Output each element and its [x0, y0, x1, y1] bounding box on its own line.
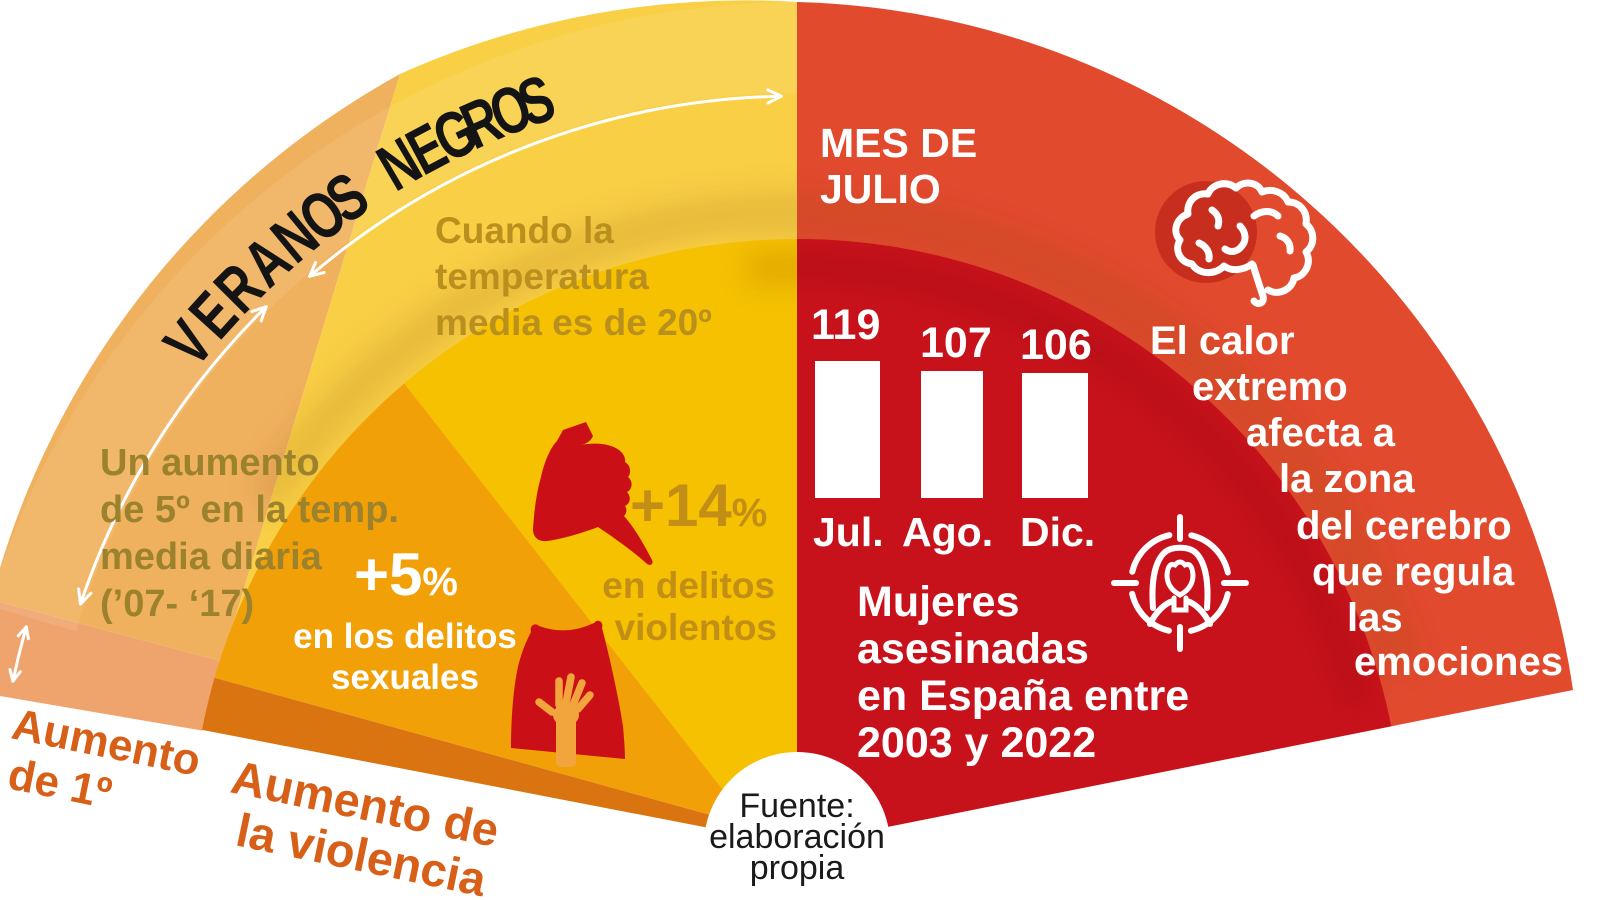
svg-text:que regula: que regula — [1312, 550, 1515, 594]
svg-text:en España entre: en España entre — [857, 672, 1189, 720]
svg-text:MES DE: MES DE — [820, 120, 977, 166]
svg-text:107: 107 — [920, 319, 992, 367]
svg-text:Dic.: Dic. — [1020, 509, 1095, 555]
svg-text:emociones: emociones — [1354, 640, 1563, 684]
svg-text:en delitos: en delitos — [602, 565, 775, 606]
svg-text:afecta a: afecta a — [1246, 411, 1396, 455]
svg-text:2003 y 2022: 2003 y 2022 — [857, 719, 1096, 767]
svg-text:de 5º en la temp.: de 5º en la temp. — [100, 489, 399, 531]
svg-text:119: 119 — [811, 301, 880, 349]
svg-text:Jul.: Jul. — [813, 509, 884, 555]
svg-text:sexuales: sexuales — [331, 658, 479, 697]
svg-text:del cerebro: del cerebro — [1296, 504, 1512, 548]
svg-text:asesinadas: asesinadas — [857, 625, 1089, 673]
svg-text:Ago.: Ago. — [902, 509, 993, 555]
svg-text:Mujeres: Mujeres — [857, 578, 1020, 626]
svg-text:temperatura: temperatura — [435, 256, 649, 297]
svg-text:elaboración: elaboración — [709, 818, 885, 856]
svg-text:media es de 20º: media es de 20º — [435, 302, 712, 343]
svg-text:+5%: +5% — [354, 541, 458, 608]
svg-text:violentos: violentos — [615, 607, 777, 648]
svg-text:JULIO: JULIO — [820, 166, 941, 212]
svg-text:extremo: extremo — [1192, 365, 1348, 409]
svg-text:en los delitos: en los delitos — [293, 617, 517, 656]
svg-text:106: 106 — [1020, 321, 1092, 369]
svg-text:Un aumento: Un aumento — [100, 442, 320, 484]
svg-text:Fuente:: Fuente: — [739, 787, 854, 825]
svg-text:la zona: la zona — [1279, 457, 1415, 501]
svg-text:media diaria: media diaria — [100, 536, 323, 578]
svg-text:propia: propia — [750, 849, 845, 887]
svg-text:(’07- ‘17): (’07- ‘17) — [100, 583, 254, 625]
svg-text:El calor: El calor — [1150, 319, 1295, 363]
svg-text:Cuando la: Cuando la — [435, 210, 614, 251]
svg-text:las: las — [1347, 596, 1403, 640]
